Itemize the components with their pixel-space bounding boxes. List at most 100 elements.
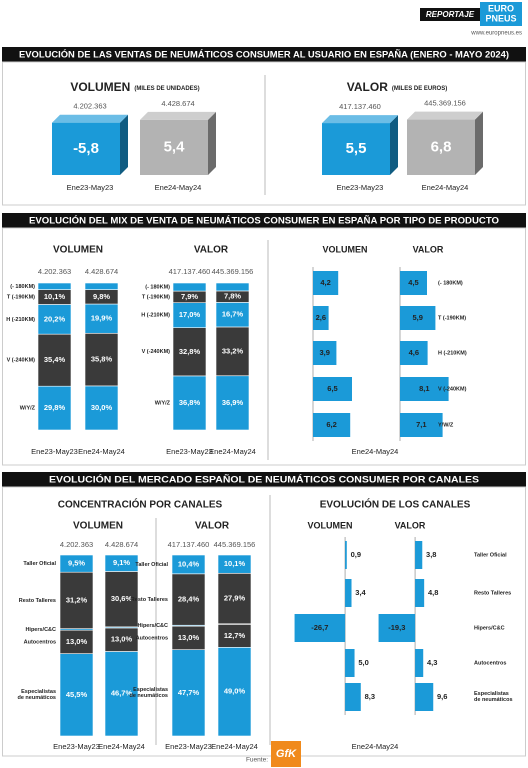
growth-label: 6,8 — [431, 138, 452, 155]
legend-label: W/Y/Z — [20, 406, 36, 412]
x-tick-label: Ene24-May24 — [211, 742, 258, 751]
bar-segment — [84, 282, 119, 290]
value-label: 13,0% — [66, 637, 88, 646]
section-bar — [2, 47, 526, 62]
value-label: 5,0 — [358, 658, 368, 667]
url: www.europneus.es — [470, 31, 522, 37]
x-tick-label: Ene23-May23 — [337, 183, 384, 192]
x-tick-label: Ene24-May24 — [155, 183, 202, 192]
value-label: 7,1 — [416, 420, 426, 429]
bar-segment — [84, 385, 119, 431]
section-bar — [2, 213, 526, 228]
bar — [345, 541, 347, 569]
legend-label: Taller Oficial — [135, 562, 168, 568]
value-label: 8,1 — [419, 384, 429, 393]
section-box — [2, 486, 526, 757]
x-tick-label: Ene24-May24 — [98, 742, 145, 751]
value-label: 28,4% — [178, 595, 200, 604]
chart-title: VOLUMEN — [73, 521, 123, 532]
bar-segment — [59, 554, 94, 573]
box-side — [390, 115, 398, 175]
legend-label: T (-190KM) — [7, 294, 35, 300]
series-heading: VALOR — [413, 244, 444, 254]
section-title: EVOLUCIÓN DE LAS VENTAS DE NEUMÁTICOS CO… — [19, 48, 509, 59]
brand-box — [480, 2, 522, 26]
value-label: 6,5 — [327, 384, 337, 393]
value-label: 9,8% — [93, 292, 110, 301]
value-label: 17,0% — [179, 310, 201, 319]
bar — [400, 271, 427, 295]
value-label: 7,9% — [181, 292, 198, 301]
category-label: H (-210KM) — [438, 350, 467, 356]
value-label: 4.202.363 — [73, 102, 106, 111]
value-label: 0,9 — [351, 550, 361, 559]
value-label: 45,5% — [66, 690, 88, 699]
value-label: 27,9% — [224, 594, 246, 603]
total-label: 4.428.674 — [85, 267, 118, 276]
legend-label: Autocentros — [24, 639, 56, 645]
legend-label: H (-210KM) — [6, 317, 35, 323]
bar — [313, 341, 337, 365]
chart-title: VALOR — [195, 521, 230, 532]
box-top — [322, 115, 398, 124]
title: VALOR — [347, 80, 388, 94]
bar-segment — [84, 332, 119, 387]
value-label: 19,9% — [91, 314, 113, 323]
legend-label: (- 180KM) — [10, 284, 35, 290]
legend-label: Autocentros — [136, 635, 168, 641]
logo: GfK — [276, 748, 297, 760]
bar-segment — [37, 282, 72, 290]
section-box — [2, 61, 526, 206]
series-heading: VOLUMEN — [308, 520, 353, 530]
x-label: Ene24-May24 — [352, 447, 399, 456]
bar — [415, 579, 425, 607]
category-label: Especialistas de neumáticos — [474, 691, 513, 703]
bar-segment — [171, 649, 206, 737]
bar — [400, 377, 449, 401]
value-label: 30,0% — [91, 403, 113, 412]
legend-label: Hipers/C&C — [137, 623, 168, 629]
bar-segment — [37, 333, 72, 387]
value-label: 4,5 — [408, 278, 418, 287]
x-tick-label: Ene23-May23 — [31, 447, 78, 456]
logo-box — [271, 741, 301, 767]
value-label: 12,7% — [224, 631, 246, 640]
value-label: 29,8% — [44, 403, 66, 412]
total-label: 445.369.156 — [214, 540, 256, 549]
bar-segment — [217, 554, 252, 574]
value-label: 4,2 — [320, 278, 330, 287]
legend-label: Resto Talleres — [131, 597, 168, 603]
value-label: 9,6 — [437, 692, 447, 701]
growth-label: 5,4 — [164, 138, 186, 155]
category-label: Y/W/Z — [438, 422, 454, 428]
x-tick-label: Ene24-May24 — [422, 183, 469, 192]
value-label: 10,1% — [44, 292, 66, 301]
value-label: 47,7% — [178, 688, 200, 697]
category-label: Hipers/C&C — [474, 625, 505, 631]
bar — [345, 649, 355, 677]
legend-label: V (-240KM) — [7, 358, 36, 364]
value-label: 4,3 — [427, 658, 437, 667]
box-side — [120, 114, 128, 175]
value-label: 16,7% — [222, 310, 244, 319]
value-label: 10,1% — [224, 559, 246, 568]
bar-segment — [172, 375, 207, 431]
category-label: Autocentros — [474, 660, 506, 666]
bar-segment — [217, 572, 252, 625]
value-label: 9,1% — [113, 558, 130, 567]
title: VOLUMEN — [70, 80, 130, 94]
box — [322, 123, 390, 175]
chart-title: VOLUMEN (MILES DE UNIDADES) — [70, 80, 199, 94]
legend-label: Taller Oficial — [23, 561, 56, 567]
value-label: 7,8% — [224, 292, 241, 301]
category-label: Resto Talleres — [474, 590, 511, 596]
box — [52, 122, 120, 175]
subtitle: (MILES DE UNIDADES) — [134, 86, 199, 92]
value-label: 8,3 — [365, 692, 375, 701]
bar — [378, 614, 416, 642]
value-label: 30,6% — [111, 594, 133, 603]
total-label: 417.137.460 — [169, 267, 211, 276]
legend-label: V (-240KM) — [142, 349, 171, 355]
box-top — [52, 114, 128, 123]
series-heading: VOLUMEN — [323, 244, 368, 254]
